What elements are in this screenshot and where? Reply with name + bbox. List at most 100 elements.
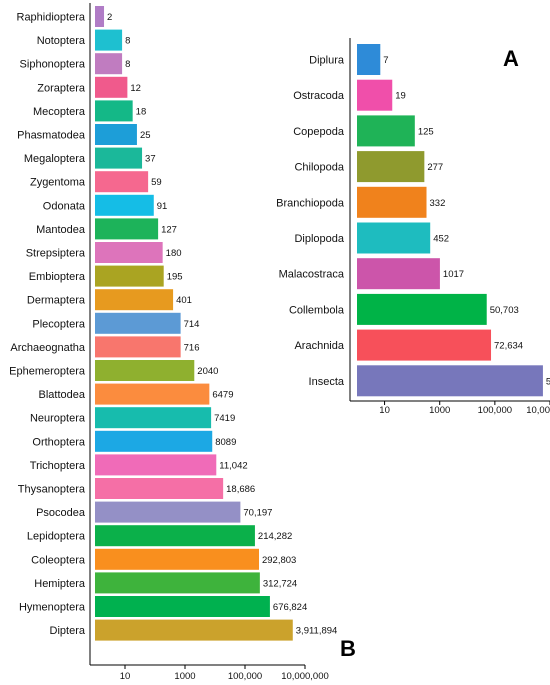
panel-b-category-label: Psocodea xyxy=(36,507,86,519)
panel-a-bar xyxy=(357,44,381,75)
panel-b-value-label: 714 xyxy=(184,319,200,330)
panel-a-value-label: 125 xyxy=(418,126,434,137)
panel-a-category-label: Diplura xyxy=(309,55,345,67)
panel-a-category-label: Branchiopoda xyxy=(276,197,345,209)
panel-b-bar xyxy=(95,194,154,216)
panel-a-bar xyxy=(357,115,415,147)
panel-b-category-label: Zoraptera xyxy=(37,82,86,94)
panel-b-category-label: Ephemeroptera xyxy=(9,366,86,378)
panel-b-value-label: 91 xyxy=(157,201,168,212)
panel-b-category-label: Mecoptera xyxy=(33,106,86,118)
panel-b-value-label: 214,282 xyxy=(258,531,292,542)
panel-a-bar xyxy=(357,79,393,111)
panel-b-bar xyxy=(95,525,255,547)
panel-b-bar xyxy=(95,478,224,499)
panel-b-value-label: 6479 xyxy=(212,390,233,401)
panel-a-value-label: 332 xyxy=(430,198,446,209)
panel-b-category-label: Odonata xyxy=(43,200,86,212)
panel-a-value-label: 1017 xyxy=(443,269,464,280)
panel-b-bar xyxy=(95,29,123,51)
panel-a-value-label: 452 xyxy=(433,234,449,245)
panel-b-category-label: Orthoptera xyxy=(32,436,85,448)
panel-a-bar xyxy=(357,222,431,254)
panel-b-value-label: 25 xyxy=(140,130,151,141)
panel-b-bar xyxy=(95,596,270,617)
panel-a-bar xyxy=(357,151,425,183)
panel-b-bar xyxy=(95,289,174,311)
panel-b-value-label: 716 xyxy=(184,342,200,353)
panel-b-bar xyxy=(95,53,123,75)
panel-a-value-label: 50,703 xyxy=(490,305,519,316)
panel-a-x-tick-label: 10,000,000 xyxy=(526,405,550,416)
panel-a-value-label: 72,634 xyxy=(494,341,523,352)
panel-a-category-label: Collembola xyxy=(289,304,345,316)
panel-b-value-label: 401 xyxy=(176,295,192,306)
panel-b-category-label: Archaeognatha xyxy=(10,342,85,354)
panel-b-value-label: 676,824 xyxy=(273,602,307,613)
panel-b-bar xyxy=(95,100,133,122)
panel-b-category-label: Siphonoptera xyxy=(20,59,86,71)
panel-b-value-label: 3,911,894 xyxy=(296,626,338,637)
panel-b-value-label: 312,724 xyxy=(263,578,297,589)
panel-b-bar xyxy=(95,454,217,476)
panel-b-category-label: Hemiptera xyxy=(34,578,86,590)
panel-b-bar xyxy=(95,76,128,98)
panel-b-value-label: 127 xyxy=(161,224,177,235)
panel-b-x-tick-label: 1000 xyxy=(174,671,195,682)
panel-b-category-label: Mantodea xyxy=(36,224,86,236)
panel-a-bar xyxy=(357,365,543,397)
panel-a-category-label: Malacostraca xyxy=(279,269,345,281)
panel-b-value-label: 12 xyxy=(130,83,141,94)
panel-b-value-label: 37 xyxy=(145,154,156,165)
panel-a-chart: 10 1000 100,000 10,000,000 Diplura 7 Ostracoda… xyxy=(276,38,550,416)
panel-b-bar xyxy=(95,242,163,263)
panel-a-x-tick-label: 10 xyxy=(379,405,390,416)
panel-a-category-label: Ostracoda xyxy=(293,90,345,102)
panel-b-category-label: Trichoptera xyxy=(30,460,86,472)
panel-b-category-label: Megaloptera xyxy=(24,153,86,165)
panel-a-value-label: 277 xyxy=(427,162,443,173)
panel-b-value-label: 59 xyxy=(151,177,162,188)
panel-b-bar xyxy=(95,171,149,193)
panel-b-category-label: Phasmatodea xyxy=(17,130,86,142)
panel-b-category-label: Neuroptera xyxy=(30,413,86,425)
panel-b-value-label: 195 xyxy=(167,272,183,283)
panel-b-bar xyxy=(95,336,181,358)
panel-b-x-tick-label: 10,000,000 xyxy=(281,671,329,682)
panel-b-value-label: 18,686 xyxy=(226,484,255,495)
panel-a-value-label: 5,537,851 xyxy=(546,376,550,387)
panel-b-x-tick-label: 100,000 xyxy=(228,671,262,682)
panel-b-category-label: Blattodea xyxy=(39,389,86,401)
panel-b-value-label: 2 xyxy=(107,12,112,23)
panel-b-category-label: Zygentoma xyxy=(30,177,86,189)
panel-b-bar xyxy=(95,147,143,169)
panel-b-bar xyxy=(95,6,105,27)
panel-b-category-label: Hymenoptera xyxy=(19,602,86,614)
panel-b-bar xyxy=(95,501,241,523)
panel-b-value-label: 7419 xyxy=(214,413,235,424)
panel-a-category-label: Chilopoda xyxy=(294,162,344,174)
panel-b-bar xyxy=(95,312,181,334)
panel-a-category-label: Insecta xyxy=(309,376,345,388)
panel-b-category-label: Strepsiptera xyxy=(26,248,86,260)
panel-b-bar xyxy=(95,218,159,240)
panel-b-value-label: 18 xyxy=(136,106,147,117)
panel-a-x-tick-label: 100,000 xyxy=(478,405,512,416)
panel-a-bar xyxy=(357,329,492,361)
panel-a-value-label: 19 xyxy=(395,91,406,102)
panel-b-bar xyxy=(95,360,195,381)
panel-a-category-label: Arachnida xyxy=(294,340,344,352)
panel-b-x-tick-label: 10 xyxy=(120,671,131,682)
panel-b-category-label: Coleoptera xyxy=(31,554,86,566)
panel-b-value-label: 8089 xyxy=(215,437,236,448)
panel-b-category-label: Lepidoptera xyxy=(27,531,86,543)
panel-b-value-label: 70,197 xyxy=(243,508,272,519)
panel-b-category-label: Thysanoptera xyxy=(18,484,86,496)
panel-b-bar xyxy=(95,407,212,429)
panel-b-category-label: Notoptera xyxy=(37,35,86,47)
panel-b-category-label: Raphidioptera xyxy=(17,12,86,24)
panel-b-value-label: 292,803 xyxy=(262,555,296,566)
panel-b-bar xyxy=(95,124,137,145)
panel-a-bar xyxy=(357,293,487,325)
